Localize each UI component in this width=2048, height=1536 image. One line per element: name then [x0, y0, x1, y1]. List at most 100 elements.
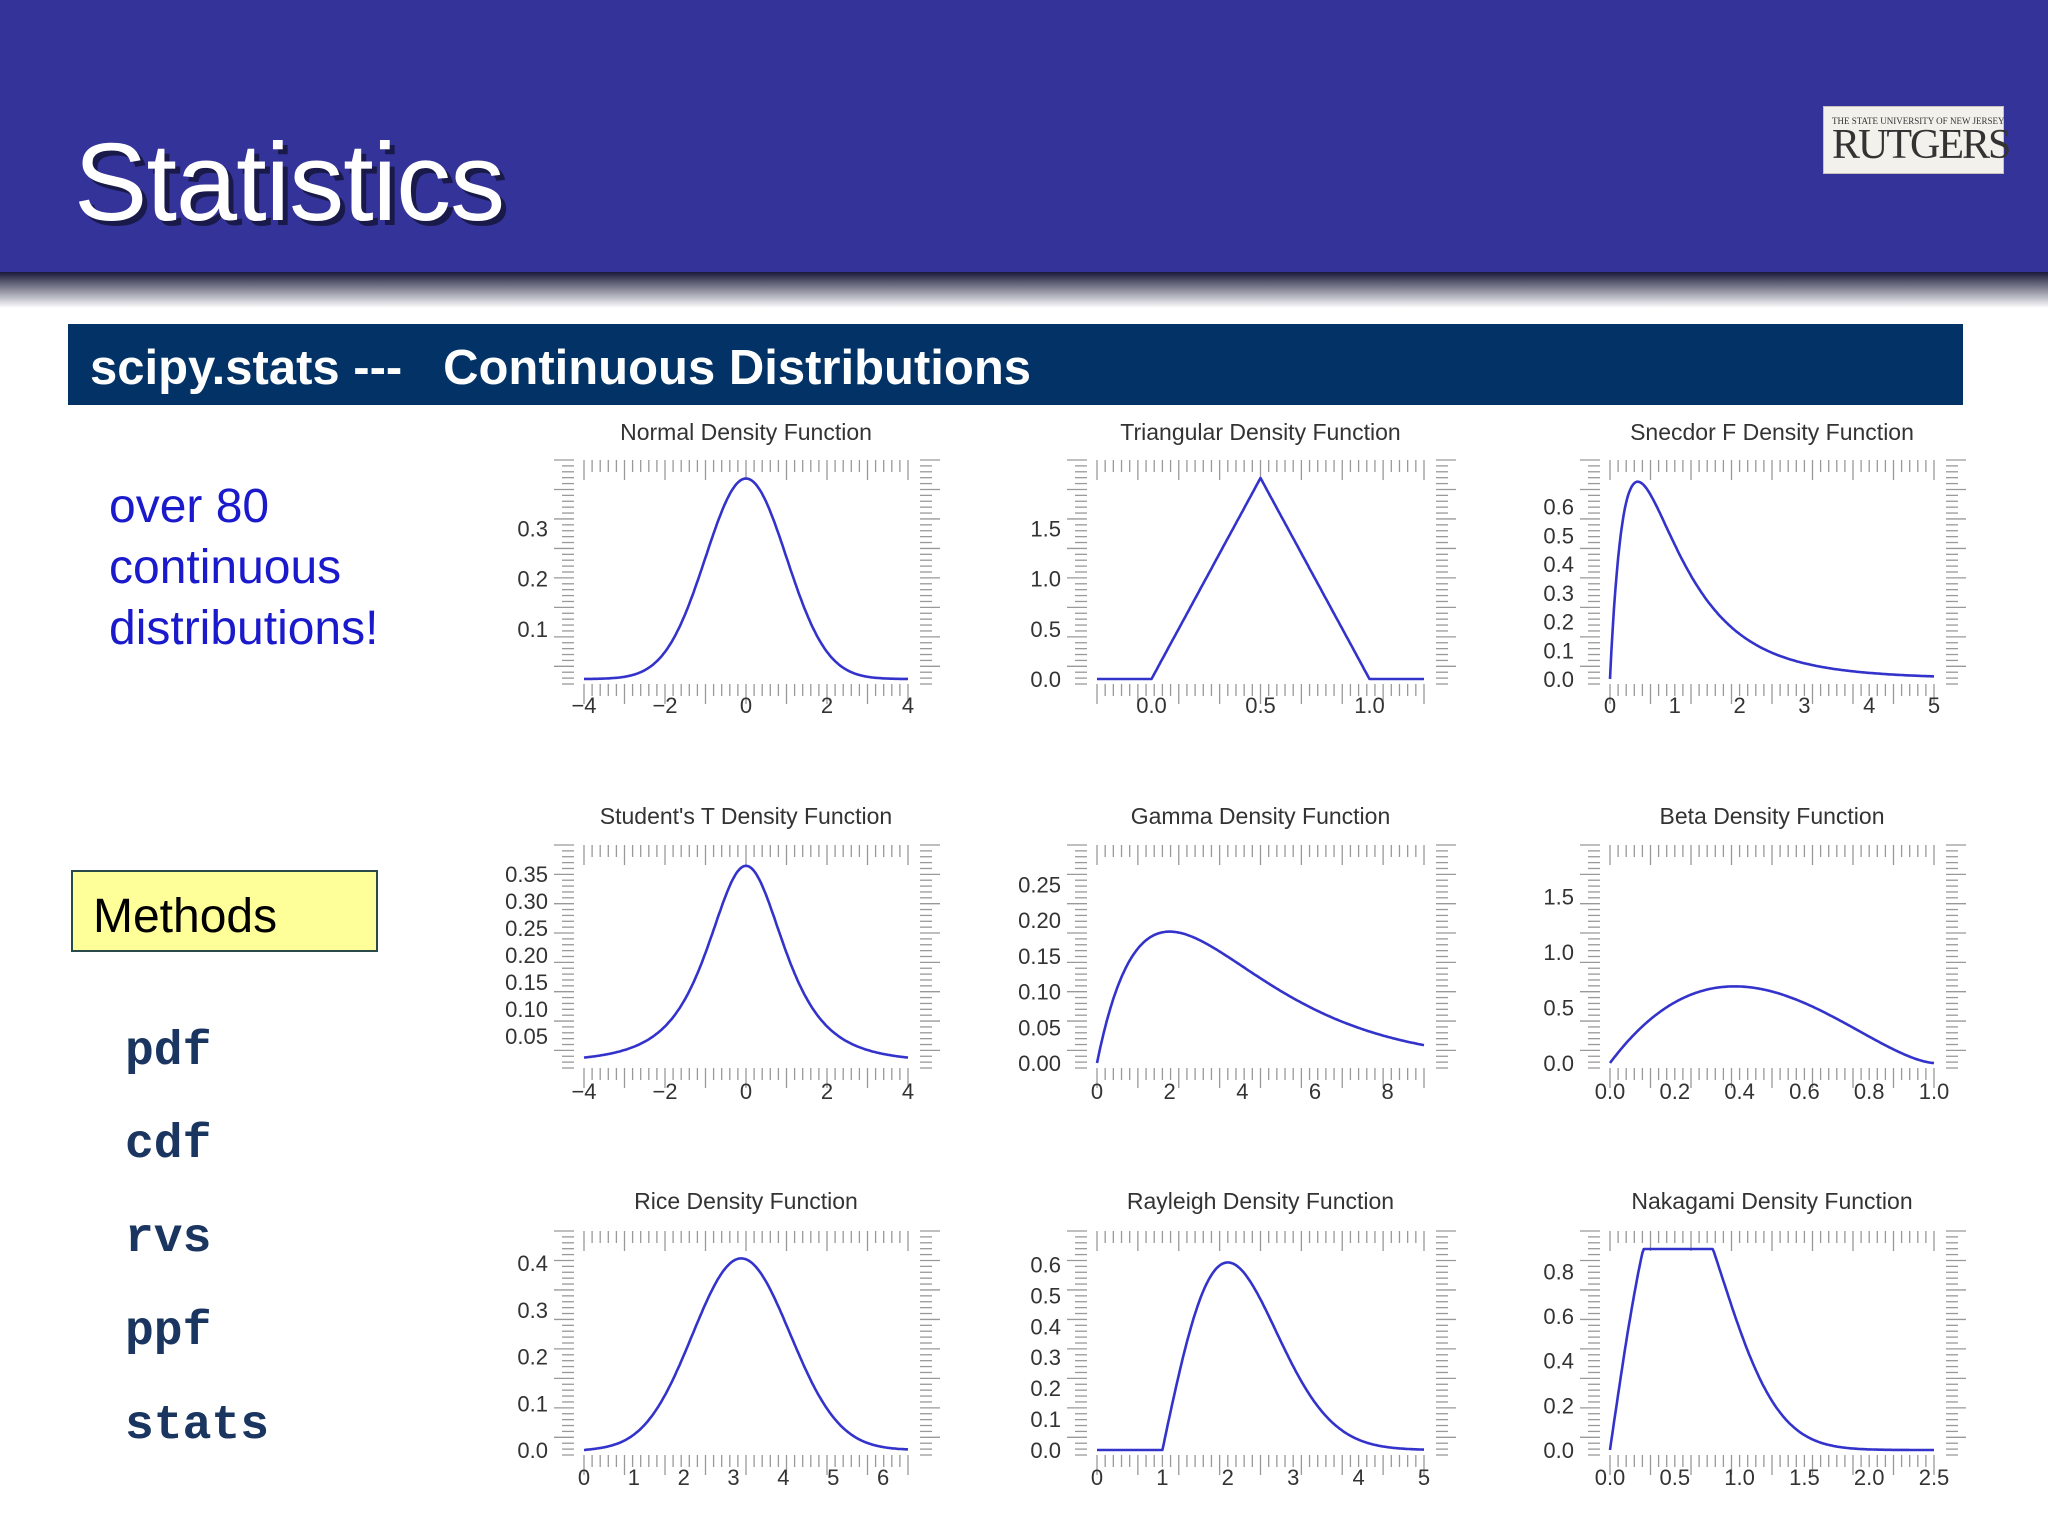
y-tick-label: 0.20 [1018, 908, 1061, 933]
x-tick-label: 2.0 [1854, 1465, 1885, 1490]
y-tick-label: 0.3 [517, 516, 548, 541]
y-tick-label: 0.3 [517, 1298, 548, 1323]
x-tick-label: 1 [628, 1465, 640, 1490]
density-curve [1097, 476, 1424, 681]
y-tick-label: 0.00 [1018, 1051, 1061, 1076]
y-tick-label: 1.5 [1030, 516, 1061, 541]
x-tick-label: 2 [1733, 693, 1745, 718]
x-tick-label: 1.5 [1789, 1465, 1820, 1490]
density-curve [583, 864, 909, 1059]
plot-frame-ticks [1580, 459, 1966, 704]
x-tick-label: 0.6 [1789, 1079, 1820, 1104]
y-tick-label: 0.1 [1030, 1407, 1061, 1432]
y-tick-label: 0.05 [1018, 1015, 1061, 1040]
x-tick-label: 3 [727, 1465, 739, 1490]
x-tick-label: 2 [1164, 1079, 1176, 1104]
y-tick-label: 0.5 [1543, 523, 1574, 548]
plot-title: Gamma Density Function [1131, 803, 1390, 829]
y-tick-label: 1.0 [1543, 940, 1574, 965]
x-tick-label: 0.5 [1245, 693, 1276, 718]
plot-title: Triangular Density Function [1120, 419, 1400, 445]
x-tick-label: 2 [1222, 1465, 1234, 1490]
plot-frame-ticks [1580, 1230, 1966, 1475]
x-tick-label: 2 [678, 1465, 690, 1490]
y-tick-label: 0.0 [517, 1438, 548, 1463]
plot-title: Student's T Density Function [600, 803, 892, 829]
y-tick-label: 0.25 [505, 916, 548, 941]
logo-tagline: THE STATE UNIVERSITY OF NEW JERSEY [1832, 116, 2005, 126]
plot-frame-ticks [1067, 1230, 1456, 1475]
y-tick-label: 0.4 [1543, 1349, 1574, 1374]
y-tick-label: 0.4 [1543, 552, 1574, 577]
x-tick-label: 5 [827, 1465, 839, 1490]
plot-frame-ticks [554, 1230, 940, 1475]
plot-frame-ticks [554, 459, 940, 704]
y-tick-label: 0.20 [505, 943, 548, 968]
x-tick-label: 0 [1091, 1465, 1103, 1490]
subtitle: scipy.stats --- Continuous Distributions [90, 341, 1032, 395]
x-tick-label: 1.0 [1354, 693, 1385, 718]
density-plot-8: Rayleigh Density Function 0 1 2 3 4 5 0.0 0.1 0.2… [1030, 1188, 1456, 1490]
y-tick-label: 0.4 [517, 1251, 548, 1276]
y-tick-label: 0.1 [517, 617, 548, 642]
density-curve [1608, 985, 1935, 1065]
y-tick-label: 1.5 [1543, 884, 1574, 909]
x-tick-label: 5 [1418, 1465, 1430, 1490]
method-stats: stats [125, 1399, 270, 1453]
y-tick-label: 0.2 [517, 1345, 548, 1370]
y-tick-label: 0.5 [1030, 1283, 1061, 1308]
plot-title: Nakagami Density Function [1631, 1188, 1912, 1214]
plot-frame-ticks [554, 844, 940, 1088]
y-tick-label: 0.8 [1543, 1259, 1574, 1284]
y-tick-label: 0.5 [1543, 995, 1574, 1020]
y-tick-label: 0.3 [1543, 581, 1574, 606]
y-tick-label: 0.1 [517, 1391, 548, 1416]
plot-title: Normal Density Function [620, 419, 872, 445]
y-tick-label: 0.0 [1543, 1051, 1574, 1076]
y-tick-label: 0.4 [1030, 1314, 1061, 1339]
y-tick-label: 0.0 [1543, 1438, 1574, 1463]
y-tick-label: 0.25 [1018, 872, 1061, 897]
methods-label: Methods [93, 890, 278, 943]
density-curve [1608, 1247, 1934, 1452]
x-tick-label: 4 [902, 693, 914, 718]
method-rvs: rvs [125, 1212, 212, 1266]
density-curve [1097, 1261, 1424, 1452]
y-tick-label: 0.15 [505, 970, 548, 995]
density-curve [1608, 480, 1935, 680]
y-tick-label: 0.3 [1030, 1345, 1061, 1370]
method-cdf: cdf [125, 1118, 212, 1172]
x-tick-label: −2 [652, 693, 677, 718]
y-tick-label: 1.0 [1030, 567, 1061, 592]
y-tick-label: 0.2 [1543, 1393, 1574, 1418]
plot-title: Snecdor F Density Function [1630, 419, 1914, 445]
density-plot-9: Nakagami Density Function 0.0 0.5 1.0 1.5 2.0… [1543, 1188, 1966, 1490]
x-tick-label: 1.0 [1724, 1465, 1755, 1490]
plot-frame-ticks [1067, 459, 1456, 704]
x-tick-label: 4 [777, 1465, 789, 1490]
x-tick-label: 0.8 [1854, 1079, 1885, 1104]
y-tick-label: 0.5 [1030, 617, 1061, 642]
x-tick-label: 0.5 [1660, 1465, 1691, 1490]
density-curve [1095, 930, 1425, 1064]
y-tick-label: 0.30 [505, 889, 548, 914]
density-plot-6: Beta Density Function 0.0 0.2 0.4 0.6 0.8 1.0 0… [1543, 803, 1966, 1104]
x-tick-label: 3 [1287, 1465, 1299, 1490]
x-tick-label: 6 [877, 1465, 889, 1490]
plot-title: Rice Density Function [634, 1188, 858, 1214]
x-tick-label: 4 [1236, 1079, 1248, 1104]
x-tick-label: −4 [571, 693, 596, 718]
x-tick-label: 3 [1798, 693, 1810, 718]
density-plot-1: Normal Density Function −4 −2 0 2 4 0.1 0.2 0.3 [517, 419, 940, 718]
method-pdf: pdf [125, 1025, 212, 1079]
x-tick-label: 0 [740, 693, 752, 718]
logo-wordmark: RUTGERS [1832, 122, 2011, 168]
x-tick-label: 1 [1669, 693, 1681, 718]
density-curve [583, 1257, 909, 1452]
plot-frame-ticks [1067, 844, 1456, 1088]
x-tick-label: 0 [1604, 693, 1616, 718]
y-tick-label: 0.0 [1030, 1438, 1061, 1463]
x-tick-label: −2 [652, 1079, 677, 1104]
plot-title: Beta Density Function [1659, 803, 1884, 829]
title-banner [0, 0, 2048, 272]
